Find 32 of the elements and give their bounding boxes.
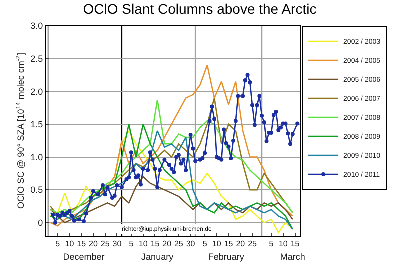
x-tick-label: 5 [202, 240, 208, 249]
x-tick-label: 15 [224, 240, 234, 249]
y-tick-label: 2.0 [30, 86, 44, 97]
y-tick-label: 1.0 [30, 152, 44, 162]
x-tick-label: 15 [290, 240, 300, 249]
x-tick-label: 25 [248, 240, 258, 249]
x2-tick-label: March [280, 252, 306, 262]
x2-tick-label: February [208, 252, 245, 262]
x-tick-label: 10 [65, 240, 75, 249]
x-tick-label: 15 [150, 240, 160, 249]
x2-tick-label: January [142, 252, 174, 262]
x-tick-label: 30 [186, 240, 196, 249]
x-tick-label: 5 [269, 240, 274, 249]
y-tick-label: 0.5 [30, 185, 44, 196]
x-tick-label: 10 [138, 240, 148, 249]
y-tick-label: 3.0 [30, 21, 44, 32]
y-tick-label: 1.5 [30, 120, 44, 130]
x-tick-label: 20 [236, 240, 246, 249]
y-tick-label: 2.5 [30, 54, 44, 64]
x-tick-label: 25 [174, 240, 184, 249]
x-tick-label: 5 [56, 240, 61, 249]
x2-tick-label: December [63, 252, 105, 262]
x-tick-label: 10 [278, 240, 288, 249]
y-tick-label: 0 [38, 218, 44, 228]
x-tick-label: 5 [129, 240, 134, 249]
x-tick-label: 15 [77, 240, 87, 249]
x-tick-label: 20 [162, 240, 172, 249]
x-tick-label: 30 [112, 240, 122, 249]
x-tick-label: 25 [100, 240, 110, 249]
x-tick-label: 10 [212, 240, 222, 249]
x-tick-label: 20 [89, 240, 98, 249]
chart-title: OClO Slant Columns above the Arctic [83, 0, 317, 17]
